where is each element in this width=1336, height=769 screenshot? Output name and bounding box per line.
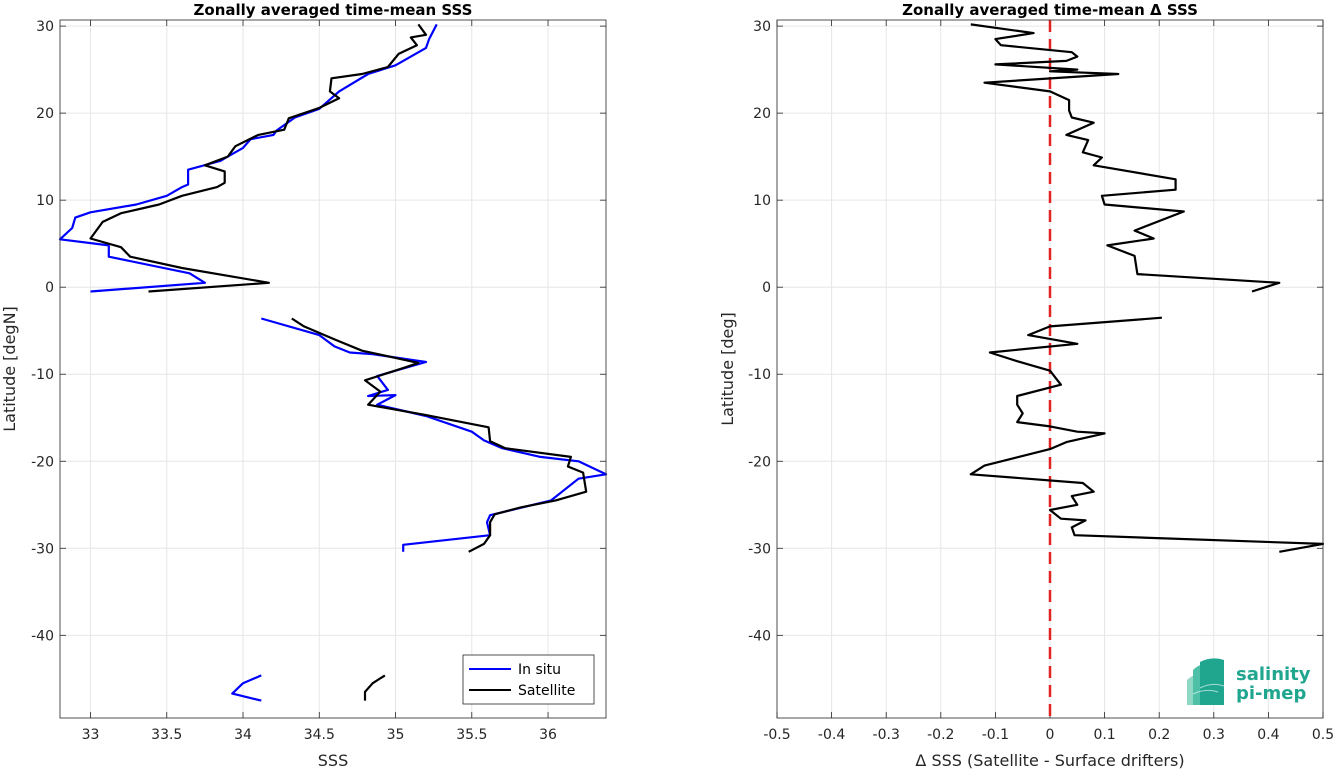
y-tick-label: -40 <box>748 628 771 644</box>
series-line-satellite <box>89 23 428 293</box>
y-tick-label: -20 <box>748 454 771 470</box>
grid-lines <box>60 20 606 718</box>
series-line-delta-sss <box>970 23 1281 293</box>
plot-frame <box>59 19 607 719</box>
x-tick-label: 33 <box>82 727 100 743</box>
y-tick-label: 20 <box>753 106 771 122</box>
y-tick-label: -30 <box>748 541 771 557</box>
x-tick-label: 0.5 <box>1312 727 1334 743</box>
y-axis-label: Latitude [degN] <box>0 306 19 432</box>
x-tick-label: 0.3 <box>1203 727 1225 743</box>
x-axis-label: Δ SSS (Satellite - Surface drifters) <box>915 751 1184 769</box>
axis-ticks: -0.5 -0.4 -0.3 -0.2 -0.1 0 0.1 0.2 0.3 0.4 0.5 30 20… <box>748 19 1334 743</box>
x-tick-label: 0.1 <box>1093 727 1115 743</box>
y-tick-label: 10 <box>36 193 54 209</box>
x-tick-label: 34 <box>234 727 252 743</box>
chart-title: Zonally averaged time-mean Δ SSS <box>902 1 1198 19</box>
series-line-satellite <box>363 674 386 701</box>
y-tick-label: -10 <box>748 367 771 383</box>
y-tick-label: 30 <box>753 19 771 35</box>
y-axis-label: Latitude [deg] <box>718 312 737 426</box>
legend: In situ Satellite <box>462 654 595 705</box>
series-line-in-situ <box>231 674 262 702</box>
x-tick-label: 34.5 <box>304 727 335 743</box>
series-line-in-situ <box>58 23 438 293</box>
y-tick-label: 10 <box>753 193 771 209</box>
x-tick-label: -0.5 <box>763 727 790 743</box>
y-tick-label: 20 <box>36 106 54 122</box>
x-tick-label: 35.5 <box>456 727 487 743</box>
axis-ticks: 33 33.5 34 34.5 35 35.5 36 30 20 10 0 -10 -20 -30 -40 <box>31 19 606 743</box>
x-tick-label: -0.4 <box>818 727 845 743</box>
logo-text-salinity: salinity <box>1236 664 1311 685</box>
logo-text-pi-mep: pi-mep <box>1236 683 1306 704</box>
sss-panel: Zonally averaged time-mean SSS 33 33.5 34 3… <box>0 1 608 769</box>
salinity-pi-mep-logo: salinity pi-mep <box>1187 658 1311 705</box>
x-tick-label: 36 <box>539 727 557 743</box>
legend-label-insitu: In situ <box>518 662 561 678</box>
series-lines <box>969 20 1325 718</box>
delta-sss-panel: Zonally averaged time-mean Δ SSS -0.5 -0.… <box>718 1 1334 769</box>
legend-box <box>462 654 595 705</box>
y-tick-label: -10 <box>31 367 54 383</box>
chart-title: Zonally averaged time-mean SSS <box>194 1 473 19</box>
waves-icon <box>1187 658 1225 705</box>
y-tick-label: 0 <box>762 280 771 296</box>
y-tick-label: -20 <box>31 454 54 470</box>
y-tick-label: 30 <box>36 19 54 35</box>
x-tick-label: -0.3 <box>873 727 900 743</box>
legend-label-satellite: Satellite <box>518 683 575 699</box>
series-line-delta-sss <box>969 316 1325 553</box>
x-tick-label: -0.1 <box>982 727 1009 743</box>
x-tick-label: 33.5 <box>151 727 182 743</box>
series-line-in-situ <box>260 317 608 552</box>
y-tick-label: -30 <box>31 541 54 557</box>
series-lines <box>58 23 608 702</box>
x-tick-label: 0 <box>1046 727 1055 743</box>
x-axis-label: SSS <box>318 751 348 769</box>
x-tick-label: 35 <box>387 727 405 743</box>
y-tick-label: 0 <box>45 280 54 296</box>
plot-frame <box>776 19 1324 719</box>
x-tick-label: 0.2 <box>1148 727 1170 743</box>
y-tick-label: -40 <box>31 628 54 644</box>
series-line-satellite <box>291 317 588 553</box>
x-tick-label: 0.4 <box>1257 727 1279 743</box>
x-tick-label: -0.2 <box>927 727 954 743</box>
